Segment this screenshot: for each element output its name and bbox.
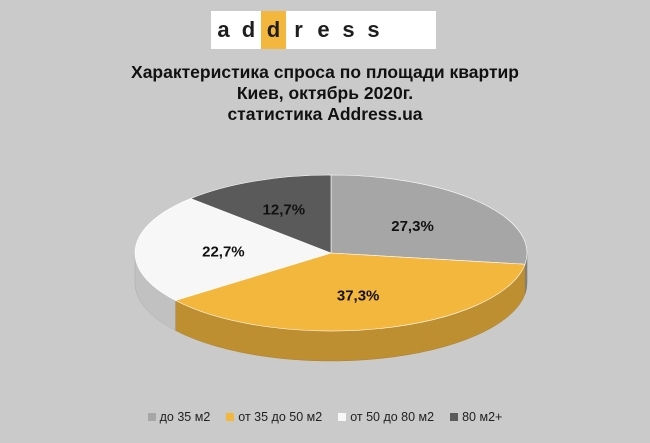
- legend-swatch: [147, 413, 156, 421]
- chart-title-line-3: статистика Address.ua: [227, 104, 423, 124]
- legend-item: от 50 до 80 м2: [338, 410, 434, 424]
- legend-label: от 50 до 80 м2: [350, 410, 435, 424]
- logo-letter-highlighted: d: [261, 11, 286, 49]
- logo-letter: s: [367, 17, 380, 42]
- pie-slice: [330, 174, 528, 265]
- address-logo: a d d r e s s: [211, 11, 436, 49]
- logo-letter: s: [342, 17, 355, 42]
- logo-letter: e: [317, 17, 330, 42]
- data-label: 22,7%: [202, 243, 245, 260]
- chart-title-line-2: Киев, октябрь 2020г.: [236, 83, 414, 103]
- data-label: 27,3%: [391, 218, 434, 235]
- data-label: 37,3%: [337, 288, 380, 305]
- legend-item: до 35 м2: [147, 410, 211, 424]
- legend-swatch: [450, 413, 459, 421]
- data-label: 12,7%: [263, 201, 306, 218]
- pie-slice: [174, 252, 526, 332]
- pie-slice: [134, 198, 332, 301]
- pie-slice: [189, 174, 332, 254]
- logo-letter: d: [241, 17, 256, 42]
- chart-legend: до 35 м2 от 35 до 50 м2 от 50 до 80 м2 80 м…: [0, 410, 650, 424]
- legend-swatch: [226, 413, 235, 421]
- legend-label: 80 м2+: [462, 410, 503, 424]
- legend-label: до 35 м2: [159, 410, 211, 424]
- logo-letter: r: [294, 17, 303, 42]
- legend-label: от 35 до 50 м2: [238, 410, 323, 424]
- legend-item: 80 м2+: [450, 410, 502, 424]
- logo-letter: a: [217, 17, 230, 42]
- legend-swatch: [338, 413, 347, 421]
- chart-title: Характеристика спроса по площади квартир…: [0, 62, 650, 125]
- chart-title-line-1: Характеристика спроса по площади квартир: [131, 62, 519, 82]
- legend-item: от 35 до 50 м2: [226, 410, 322, 424]
